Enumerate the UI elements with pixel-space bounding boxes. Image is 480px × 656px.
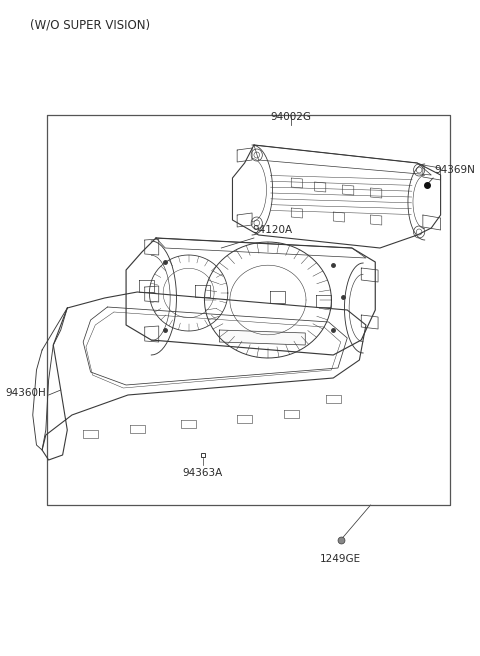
Text: 94120A: 94120A bbox=[252, 225, 292, 235]
Polygon shape bbox=[219, 330, 305, 345]
Text: 94360H: 94360H bbox=[5, 388, 46, 398]
Text: (W/O SUPER VISION): (W/O SUPER VISION) bbox=[30, 18, 150, 31]
Text: 1249GE: 1249GE bbox=[320, 554, 361, 564]
Text: 94363A: 94363A bbox=[182, 468, 223, 478]
Text: 94369N: 94369N bbox=[434, 165, 475, 175]
Text: 94002G: 94002G bbox=[271, 112, 312, 122]
